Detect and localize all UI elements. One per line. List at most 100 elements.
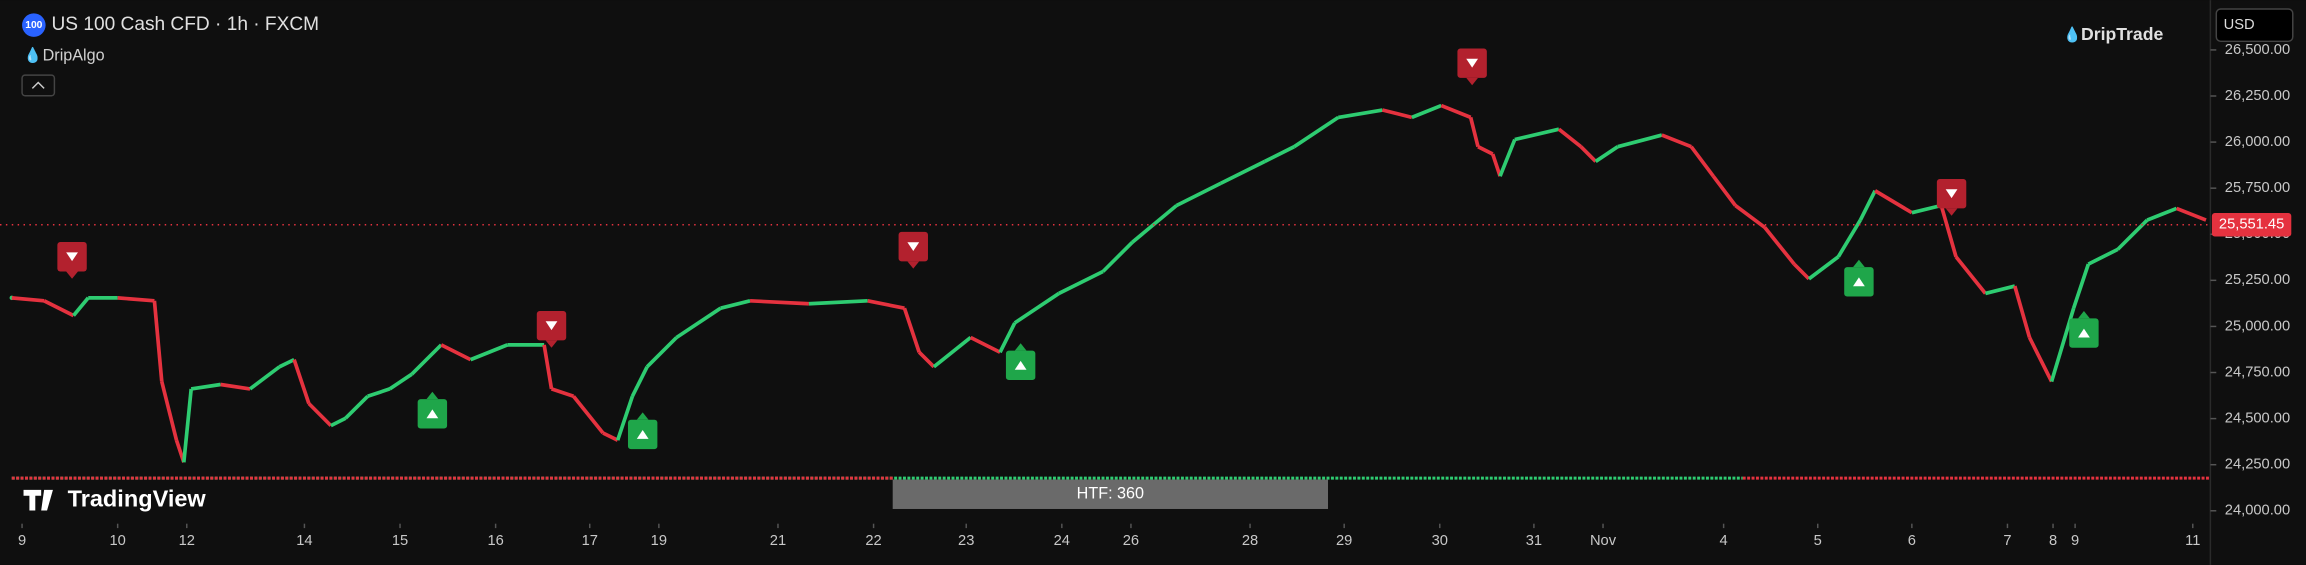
x-tick-label: 30 xyxy=(1432,533,1448,549)
price-segment xyxy=(902,307,921,353)
signal-tip xyxy=(66,271,78,279)
price-segment xyxy=(440,343,472,362)
y-tick-label: 25,000.00 xyxy=(2225,318,2290,334)
signal-arrow xyxy=(66,252,78,262)
price-segment xyxy=(969,335,1001,354)
x-tick-label: 22 xyxy=(865,533,881,549)
x-tick-label: 12 xyxy=(179,533,195,549)
price-segment xyxy=(602,431,619,442)
x-tick-label: 15 xyxy=(392,533,408,549)
y-tick-label: 26,500.00 xyxy=(2225,42,2290,58)
price-segment xyxy=(278,357,295,369)
x-tick-label: 9 xyxy=(2071,533,2079,549)
price-segment xyxy=(410,343,443,376)
price-segment xyxy=(1013,291,1060,325)
price-segment xyxy=(1440,103,1472,120)
watermark: DripTrade xyxy=(2081,24,2163,44)
y-tick-label: 26,250.00 xyxy=(2225,88,2290,104)
signal-arrow xyxy=(1014,360,1027,370)
signal-tip xyxy=(1853,259,1865,268)
price-segment xyxy=(867,299,905,310)
currency-box[interactable] xyxy=(2215,8,2294,43)
x-tick-label: 8 xyxy=(2049,533,2057,549)
price-segment xyxy=(388,372,413,391)
x-tick-label: 28 xyxy=(1242,533,1258,549)
y-tick-label: 25,250.00 xyxy=(2225,272,2290,288)
price-segment xyxy=(1807,255,1840,281)
price-segment xyxy=(1734,204,1766,229)
price-segment xyxy=(72,296,90,317)
price-segment xyxy=(1711,175,1737,207)
price-segment xyxy=(1858,189,1877,221)
signal-tip xyxy=(426,391,439,400)
price-segment xyxy=(469,343,509,362)
price-segment xyxy=(152,300,164,382)
sell-signal xyxy=(1457,48,1487,86)
htf-box xyxy=(892,479,1329,509)
price-segment xyxy=(1131,204,1178,244)
price-segment xyxy=(1219,159,1266,186)
price-segment xyxy=(1498,138,1517,177)
price-segment xyxy=(1263,145,1296,164)
signal-arrow xyxy=(426,409,439,419)
drop-icon: 💧 xyxy=(2063,25,2081,43)
y-tick-label: 24,000.00 xyxy=(2225,503,2290,519)
price-segment xyxy=(307,402,333,427)
price-segment xyxy=(1477,145,1494,156)
x-tick-label: 24 xyxy=(1054,533,1070,549)
signal-arrow xyxy=(2078,328,2090,338)
buy-signal xyxy=(2069,311,2099,348)
signal-tip xyxy=(545,340,558,348)
signal-arrow xyxy=(1466,58,1479,68)
signal-arrow xyxy=(1853,277,1865,287)
price-segment xyxy=(248,365,281,391)
price-segment xyxy=(1661,133,1692,149)
brand: TradingView xyxy=(68,485,207,511)
x-tick-label: 10 xyxy=(109,533,125,549)
x-tick-label: 4 xyxy=(1720,533,1728,549)
price-segment xyxy=(1911,203,1942,215)
signal-arrow xyxy=(1945,189,1958,199)
x-tick-label: Nov xyxy=(1590,533,1617,549)
price-segment xyxy=(1594,145,1619,163)
price-segment xyxy=(1381,108,1413,120)
x-tick-label: 29 xyxy=(1336,533,1352,549)
signal-tip xyxy=(2078,311,2090,319)
price-segment xyxy=(344,394,369,420)
y-tick-label: 25,750.00 xyxy=(2225,180,2290,196)
price-segment xyxy=(330,416,347,428)
sell-signal xyxy=(898,231,928,269)
symbol-icon xyxy=(22,13,46,37)
x-tick-label: 26 xyxy=(1123,533,1139,549)
price-segment xyxy=(550,387,575,399)
x-tick-label: 17 xyxy=(582,533,598,549)
signal-tip xyxy=(1466,77,1479,86)
collapse-button[interactable] xyxy=(21,74,56,97)
x-tick-label: 9 xyxy=(18,533,26,549)
x-tick-label: 7 xyxy=(2003,533,2011,549)
price-segment xyxy=(645,336,678,369)
y-tick-label: 24,500.00 xyxy=(2225,410,2290,426)
price-segment xyxy=(1617,133,1663,149)
price-segment xyxy=(615,395,635,441)
currency: USD xyxy=(2224,17,2255,33)
buy-signal xyxy=(627,412,658,450)
indicator-name[interactable]: DripAlgo xyxy=(43,46,105,64)
price-segment xyxy=(675,306,722,340)
collapse-icon xyxy=(31,81,45,89)
price-segment xyxy=(11,296,45,303)
price-segment xyxy=(1579,145,1597,163)
signal-tip xyxy=(1945,208,1958,216)
price-segment xyxy=(808,298,868,306)
price-segment xyxy=(190,382,221,391)
price-segment xyxy=(2071,263,2091,309)
price-segment xyxy=(1954,255,1987,295)
price-segment xyxy=(2146,206,2178,222)
price-segment xyxy=(182,388,194,463)
price-segment xyxy=(917,350,936,369)
price-segment xyxy=(1939,204,1958,258)
sell-signal xyxy=(57,242,87,279)
symbol-title: US 100 Cash CFD · 1h · FXCM xyxy=(51,14,319,35)
